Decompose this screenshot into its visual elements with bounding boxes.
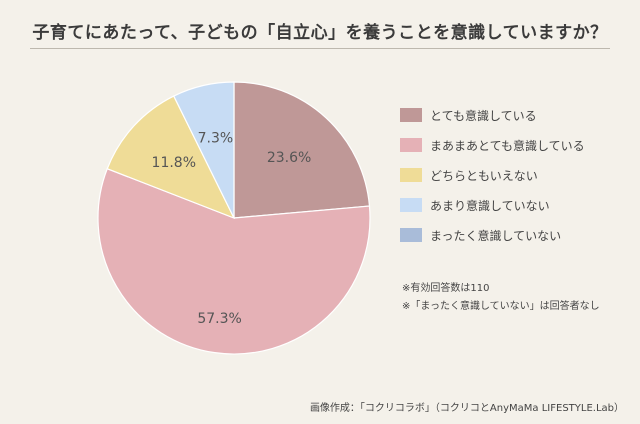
legend-label: あまり意識していない xyxy=(430,198,550,213)
pie-data-label: 11.8% xyxy=(152,155,196,171)
legend-item: とても意識している xyxy=(400,100,585,130)
legend-item: まったく意識していない xyxy=(400,220,585,250)
legend-item: まあまあとても意識している xyxy=(400,130,585,160)
legend-item: あまり意識していない xyxy=(400,190,585,220)
legend-swatch xyxy=(400,138,422,152)
pie-data-label: 23.6% xyxy=(267,150,311,166)
legend-label: どちらともいえない xyxy=(430,168,538,183)
pie-slice xyxy=(172,81,235,219)
legend-item: どちらともいえない xyxy=(400,160,585,190)
legend-label: まったく意識していない xyxy=(430,228,562,243)
image-credit: 画像作成：「コクリコラボ」（コクリコとAnyMaMa LIFESTYLE.Lab… xyxy=(309,403,624,414)
title-divider xyxy=(30,48,610,49)
pie-slice xyxy=(97,167,371,355)
legend-swatch xyxy=(400,228,422,242)
legend-swatch xyxy=(400,198,422,212)
chart-notes: ※有効回答数は110 ※「まったく意識していない」は回答者なし xyxy=(402,280,600,316)
pie-slice xyxy=(233,81,371,219)
legend-swatch xyxy=(400,168,422,182)
note-respondents: ※有効回答数は110 xyxy=(402,283,490,294)
legend: とても意識している まあまあとても意識している どちらともいえない あまり意識し… xyxy=(400,100,585,250)
legend-label: とても意識している xyxy=(430,108,537,123)
pie-data-label: 57.3% xyxy=(197,311,241,327)
note-no-response: ※「まったく意識していない」は回答者なし xyxy=(402,301,600,312)
chart-title: 子育てにあたって、子どもの「自立心」を養うことを意識していますか？ xyxy=(32,23,608,43)
legend-swatch xyxy=(400,108,422,122)
pie-slice xyxy=(106,95,236,220)
legend-label: まあまあとても意識している xyxy=(430,138,585,153)
pie-data-label: 7.3% xyxy=(198,131,234,147)
